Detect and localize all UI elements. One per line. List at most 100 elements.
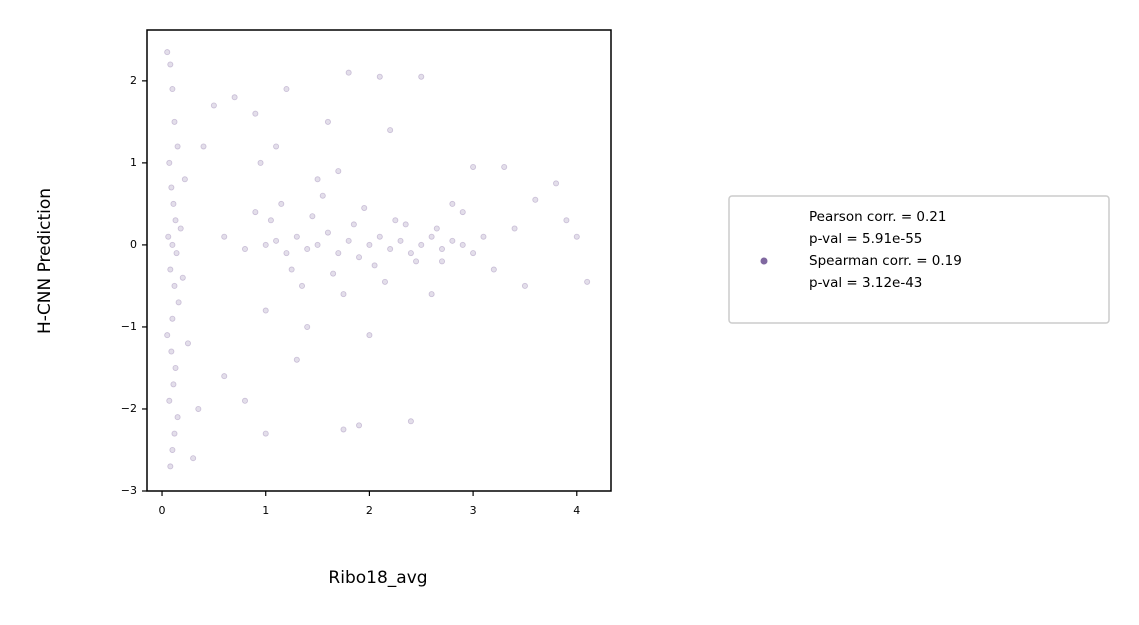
scatter-point xyxy=(356,254,363,261)
y-tick-label: −1 xyxy=(121,320,137,333)
scatter-point xyxy=(169,241,176,248)
scatter-point xyxy=(221,373,228,380)
plot-frame xyxy=(146,29,612,492)
x-axis-label: Ribo18_avg xyxy=(328,568,427,588)
scatter-point xyxy=(299,282,306,289)
scatter-point xyxy=(293,233,300,240)
scatter-point xyxy=(335,250,342,257)
scatter-point xyxy=(257,159,264,166)
scatter-point xyxy=(330,270,337,277)
scatter-point xyxy=(438,246,445,253)
scatter-point xyxy=(573,233,580,240)
scatter-point xyxy=(168,184,175,191)
x-tick-label: 1 xyxy=(262,504,269,517)
scatter-point xyxy=(171,118,178,125)
scatter-point xyxy=(366,241,373,248)
scatter-point xyxy=(324,118,331,125)
scatter-point xyxy=(221,233,228,240)
scatter-point xyxy=(293,356,300,363)
scatter-point xyxy=(166,159,173,166)
scatter-point xyxy=(273,237,280,244)
scatter-point xyxy=(200,143,207,150)
scatter-point xyxy=(304,246,311,253)
scatter-point xyxy=(366,332,373,339)
scatter-point xyxy=(166,397,173,404)
scatter-point xyxy=(345,237,352,244)
scatter-point xyxy=(169,315,176,322)
scatter-point xyxy=(314,176,321,183)
scatter-point xyxy=(433,225,440,232)
scatter-point xyxy=(553,180,560,187)
scatter-point xyxy=(350,221,357,228)
scatter-point xyxy=(170,381,177,388)
scatter-point xyxy=(171,282,178,289)
scatter-point xyxy=(459,241,466,248)
x-tick-label: 3 xyxy=(470,504,477,517)
scatter-point xyxy=(252,209,259,216)
scatter-point xyxy=(164,332,171,339)
scatter-point xyxy=(402,221,409,228)
scatter-point xyxy=(470,163,477,170)
scatter-point xyxy=(459,209,466,216)
scatter-point xyxy=(283,250,290,257)
x-tick-label: 4 xyxy=(573,504,580,517)
scatter-point xyxy=(376,73,383,80)
scatter-point xyxy=(407,250,414,257)
scatter-point xyxy=(309,213,316,220)
scatter-point xyxy=(340,291,347,298)
scatter-point xyxy=(418,73,425,80)
scatter-point xyxy=(262,430,269,437)
scatter-point xyxy=(174,143,181,150)
scatter-point xyxy=(241,397,248,404)
x-tick-label: 0 xyxy=(159,504,166,517)
scatter-point xyxy=(563,217,570,224)
scatter-point xyxy=(168,348,175,355)
scatter-point xyxy=(407,418,414,425)
scatter-point xyxy=(164,49,171,56)
scatter-point xyxy=(167,463,174,470)
scatter-point xyxy=(319,192,326,199)
scatter-point xyxy=(172,217,179,224)
y-axis-label: H-CNN Prediction xyxy=(35,188,55,334)
y-tick-label: 1 xyxy=(130,156,137,169)
scatter-point xyxy=(167,266,174,273)
scatter-point xyxy=(170,200,177,207)
scatter-point xyxy=(314,241,321,248)
scatter-point xyxy=(165,233,172,240)
scatter-point xyxy=(288,266,295,273)
scatter-point xyxy=(324,229,331,236)
scatter-point xyxy=(387,246,394,253)
scatter-point xyxy=(413,258,420,265)
scatter-point xyxy=(181,176,188,183)
scatter-point xyxy=(283,86,290,93)
scatter-point xyxy=(490,266,497,273)
scatter-point xyxy=(449,200,456,207)
scatter-point xyxy=(438,258,445,265)
scatter-point xyxy=(371,262,378,269)
scatter-point xyxy=(345,69,352,76)
scatter-point xyxy=(361,205,368,212)
scatter-point xyxy=(387,127,394,134)
scatter-point xyxy=(480,233,487,240)
x-tick-label: 2 xyxy=(366,504,373,517)
scatter-point xyxy=(184,340,191,347)
scatter-point xyxy=(177,225,184,232)
y-tick-label: −3 xyxy=(121,484,137,497)
scatter-point xyxy=(171,430,178,437)
scatter-point xyxy=(304,323,311,330)
scatter-point xyxy=(231,94,238,101)
scatter-point xyxy=(210,102,217,109)
scatter-point xyxy=(335,168,342,175)
scatter-point xyxy=(584,278,591,285)
y-tick-label: 2 xyxy=(130,74,137,87)
legend-label: Pearson corr. = 0.21 p-val = 5.91e-55 Sp… xyxy=(809,209,962,291)
scatter-point xyxy=(521,282,528,289)
scatter-point xyxy=(241,246,248,253)
scatter-point xyxy=(392,217,399,224)
scatter-point xyxy=(252,110,259,117)
scatter-point xyxy=(428,233,435,240)
scatter-point xyxy=(173,250,180,257)
scatter-point xyxy=(174,414,181,421)
